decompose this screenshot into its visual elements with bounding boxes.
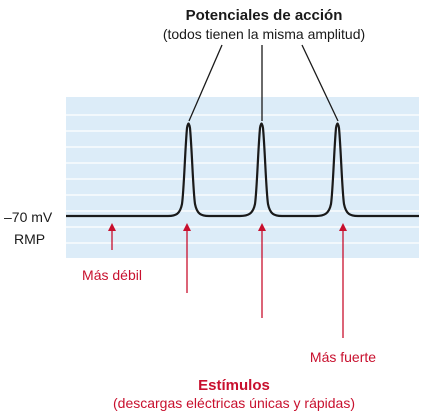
stimuli-title: Estímulos [198, 377, 270, 394]
rmp-value: –70 mV [4, 209, 53, 225]
recording-band [66, 97, 419, 258]
diagram-subtitle: (todos tienen la misma amplitud) [163, 26, 365, 42]
strong-stimulus-label: Más fuerte [310, 349, 376, 365]
callout-lines [188, 44, 339, 122]
rmp-label: RMP [14, 231, 45, 247]
band-gridlines [66, 114, 419, 244]
membrane-trace [66, 122, 419, 218]
stimuli-subtitle: (descargas eléctricas únicas y rápidas) [113, 395, 355, 411]
diagram-title: Potenciales de acción [186, 7, 343, 24]
weak-stimulus-label: Más débil [82, 267, 142, 283]
stimulus-arrows [108, 223, 347, 338]
